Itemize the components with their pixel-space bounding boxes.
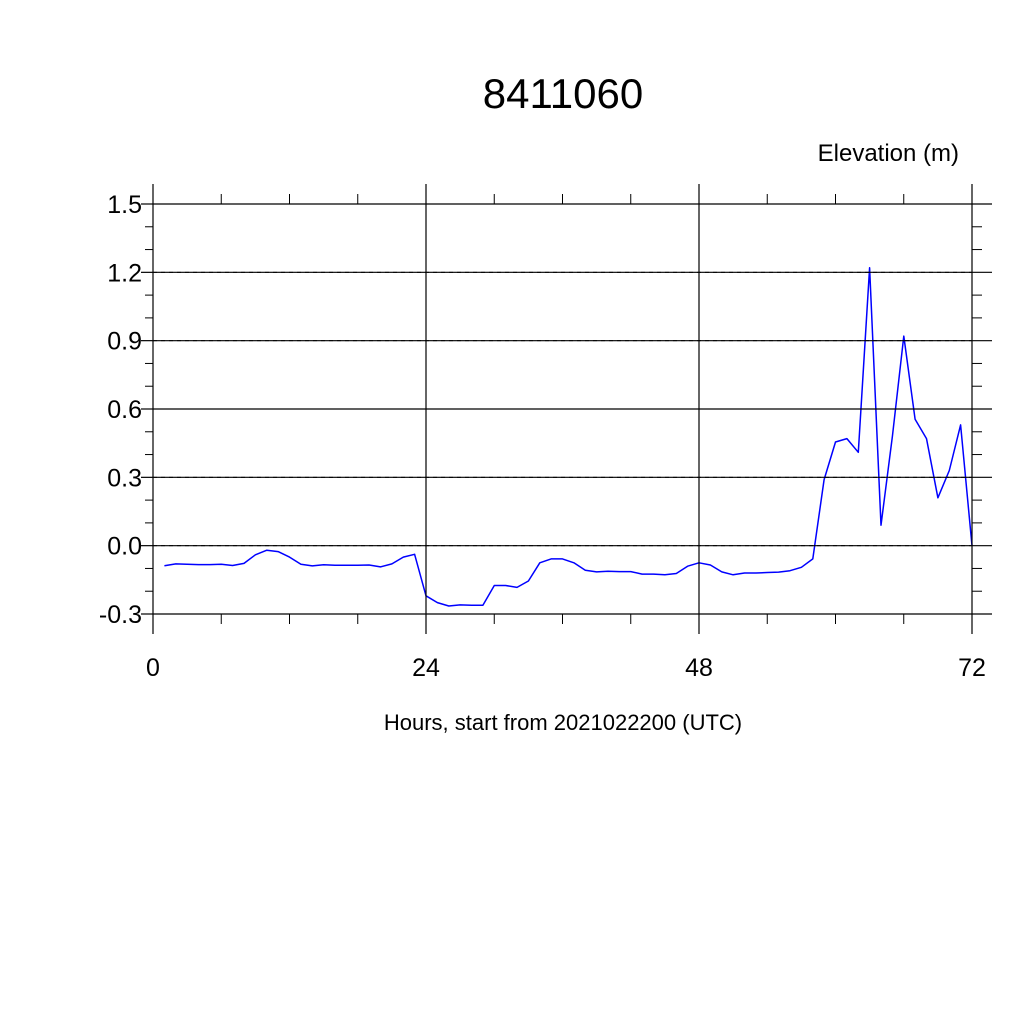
series-layer bbox=[164, 267, 973, 607]
y-tick-label: 0.6 bbox=[107, 396, 142, 424]
x-tick-label: 48 bbox=[685, 654, 713, 682]
x-tick-label: 72 bbox=[958, 654, 986, 682]
y-tick-label: 0.9 bbox=[107, 328, 142, 356]
y-tick-label: 0.3 bbox=[107, 464, 142, 492]
x-tick-label: 0 bbox=[146, 654, 160, 682]
x-tick-label: 24 bbox=[412, 654, 440, 682]
y-tick-label: 0.0 bbox=[107, 533, 142, 561]
chart-title: 8411060 bbox=[483, 70, 643, 117]
labels-layer: -0.3 0.0 0.3 0.6 0.9 1.2 1.5 0 24 48 72 bbox=[99, 191, 986, 682]
axes-layer bbox=[141, 184, 992, 634]
y-tick-label: 1.2 bbox=[107, 259, 142, 287]
y-tick-label: 1.5 bbox=[107, 191, 142, 219]
x-axis-label: Hours, start from 2021022200 (UTC) bbox=[384, 710, 742, 735]
y-tick-label: -0.3 bbox=[99, 601, 142, 629]
series-line bbox=[164, 267, 973, 607]
chart-subtitle: Elevation (m) bbox=[818, 140, 959, 167]
